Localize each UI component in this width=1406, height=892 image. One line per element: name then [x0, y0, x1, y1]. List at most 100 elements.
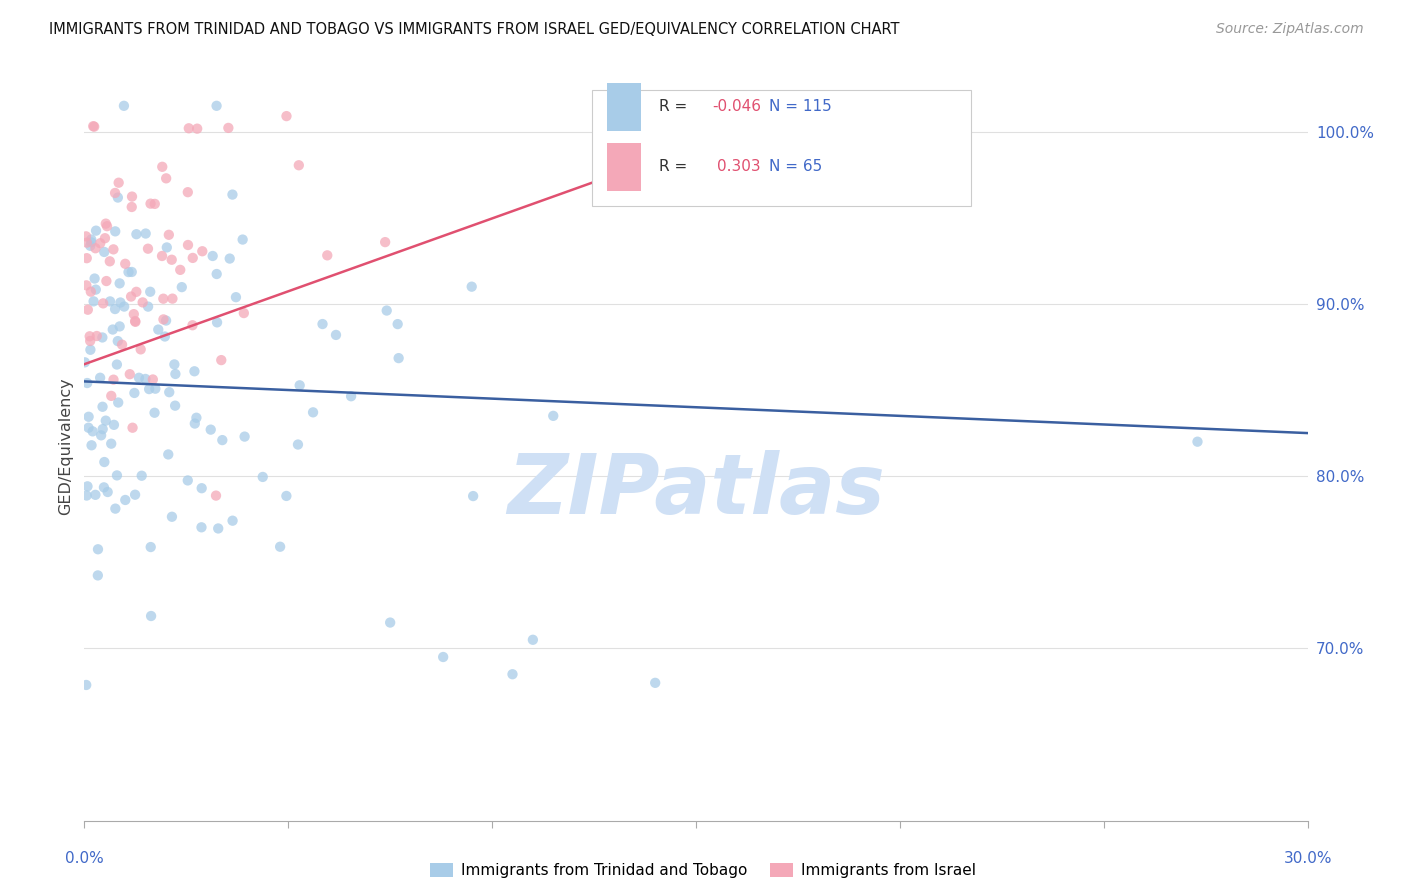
- Point: [91, 296, 114, 310]
- Point: [269, 540, 291, 554]
- Point: [160, 252, 183, 267]
- Point: [177, 474, 200, 488]
- Point: [136, 242, 159, 256]
- Point: [155, 313, 177, 327]
- Point: [121, 421, 143, 435]
- Point: [209, 353, 232, 368]
- Point: [325, 327, 347, 342]
- Point: [121, 265, 143, 279]
- Point: [107, 176, 129, 190]
- Point: [157, 447, 180, 461]
- Point: [87, 568, 110, 582]
- Point: [165, 399, 187, 413]
- Point: [80, 235, 103, 250]
- Point: [232, 233, 254, 247]
- Point: [157, 385, 180, 400]
- Point: [114, 493, 136, 508]
- Point: [375, 303, 398, 318]
- Point: [181, 251, 204, 265]
- Point: [644, 676, 666, 690]
- Point: [112, 99, 135, 113]
- Point: [160, 509, 183, 524]
- Point: [98, 254, 121, 268]
- Text: R =: R =: [659, 160, 697, 175]
- Point: [225, 290, 247, 304]
- Point: [100, 436, 122, 450]
- Point: [233, 429, 256, 443]
- Point: [152, 292, 174, 306]
- Point: [107, 190, 129, 204]
- Point: [110, 295, 132, 310]
- Point: [103, 243, 125, 257]
- Point: [316, 248, 339, 262]
- Point: [177, 185, 200, 199]
- Point: [461, 279, 484, 293]
- Point: [90, 428, 112, 442]
- Point: [388, 351, 411, 365]
- Point: [93, 455, 115, 469]
- Point: [94, 414, 117, 428]
- Point: [97, 485, 120, 500]
- Point: [83, 294, 105, 309]
- Point: [142, 372, 165, 386]
- Point: [84, 224, 107, 238]
- Point: [128, 371, 150, 385]
- Text: ZIPatlas: ZIPatlas: [508, 450, 884, 532]
- Point: [73, 355, 96, 369]
- Point: [181, 318, 204, 333]
- Point: [107, 395, 129, 409]
- Point: [77, 420, 100, 434]
- Point: [340, 389, 363, 403]
- Point: [134, 372, 156, 386]
- Point: [91, 330, 114, 344]
- Point: [374, 235, 396, 249]
- Point: [201, 249, 224, 263]
- Bar: [606, 143, 641, 191]
- Point: [124, 314, 146, 328]
- Point: [91, 400, 114, 414]
- Point: [94, 231, 117, 245]
- Legend: Immigrants from Trinidad and Tobago, Immigrants from Israel: Immigrants from Trinidad and Tobago, Imm…: [425, 857, 981, 884]
- Text: N = 115: N = 115: [769, 99, 832, 114]
- Point: [117, 265, 139, 279]
- Point: [80, 232, 103, 246]
- Point: [136, 300, 159, 314]
- Point: [143, 382, 166, 396]
- Point: [186, 121, 208, 136]
- Point: [83, 271, 105, 285]
- Point: [76, 376, 98, 390]
- Point: [138, 382, 160, 396]
- Point: [170, 280, 193, 294]
- Point: [191, 244, 214, 259]
- Point: [76, 479, 98, 493]
- Point: [94, 217, 117, 231]
- Point: [79, 343, 101, 357]
- Point: [221, 514, 243, 528]
- Point: [143, 197, 166, 211]
- Point: [143, 406, 166, 420]
- Point: [131, 468, 153, 483]
- Point: [139, 540, 162, 554]
- Point: [91, 422, 114, 436]
- Point: [463, 489, 485, 503]
- Point: [124, 315, 146, 329]
- Point: [157, 227, 180, 242]
- Point: [207, 521, 229, 535]
- Point: [288, 378, 311, 392]
- Point: [125, 227, 148, 242]
- Text: -0.046: -0.046: [711, 99, 761, 114]
- Point: [82, 119, 104, 133]
- Point: [75, 229, 97, 244]
- Point: [221, 187, 243, 202]
- Point: [139, 196, 162, 211]
- Point: [1187, 434, 1209, 449]
- Point: [380, 615, 402, 630]
- Point: [98, 294, 121, 309]
- Point: [186, 410, 208, 425]
- Point: [77, 409, 100, 424]
- Point: [150, 249, 173, 263]
- Point: [184, 417, 207, 431]
- Point: [80, 438, 103, 452]
- Point: [76, 235, 98, 250]
- Point: [205, 489, 228, 503]
